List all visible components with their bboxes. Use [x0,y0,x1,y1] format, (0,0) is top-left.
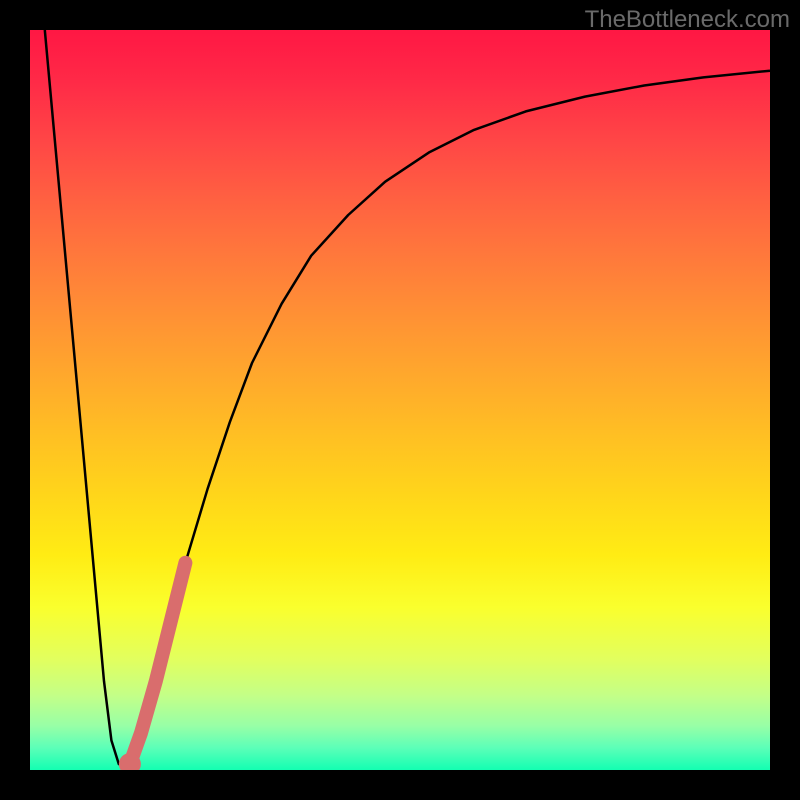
bottleneck-chart [0,0,800,800]
gradient-background [30,30,770,770]
chart-container: TheBottleneck.com [0,0,800,800]
